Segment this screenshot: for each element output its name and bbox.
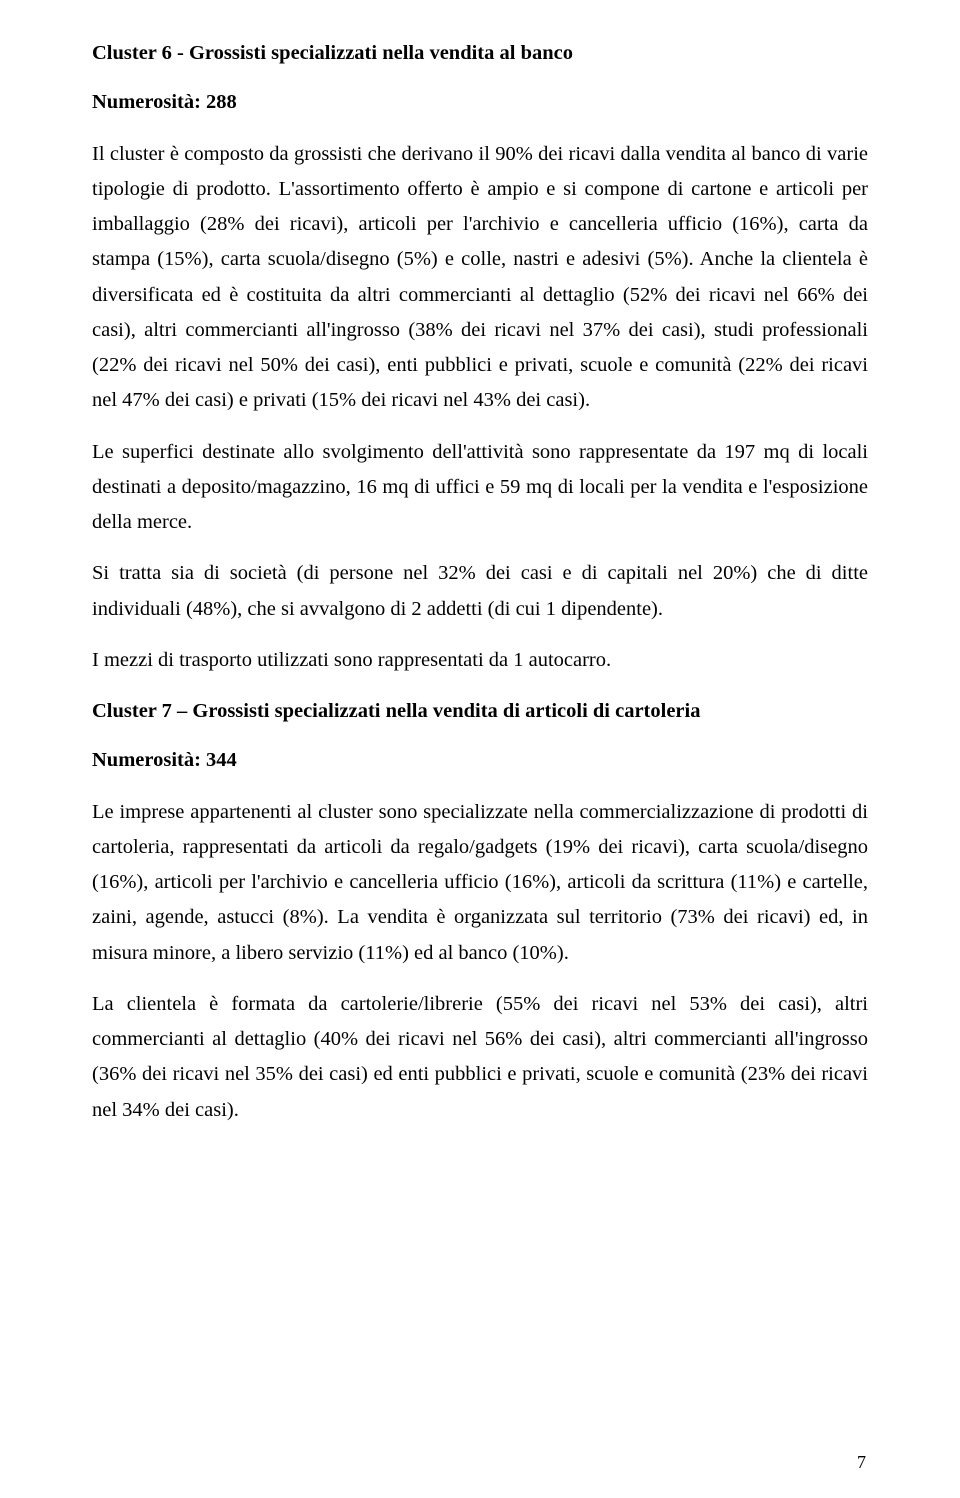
cluster6-p2: Le superfici destinate allo svolgimento … (92, 435, 868, 541)
cluster7-p1: Le imprese appartenenti al cluster sono … (92, 795, 868, 971)
cluster6-numerosita: Numerosità: 288 (92, 85, 868, 120)
cluster6-p1: Il cluster è composto da grossisti che d… (92, 137, 868, 419)
document-page: Cluster 6 - Grossisti specializzati nell… (0, 0, 960, 1498)
cluster6-p4: I mezzi di trasporto utilizzati sono rap… (92, 643, 868, 678)
cluster7-numerosita: Numerosità: 344 (92, 743, 868, 778)
cluster7-title: Cluster 7 – Grossisti specializzati nell… (92, 694, 868, 729)
page-number: 7 (857, 1447, 866, 1478)
cluster7-p2: La clientela è formata da cartolerie/lib… (92, 987, 868, 1128)
cluster6-p3: Si tratta sia di società (di persone nel… (92, 556, 868, 627)
cluster6-title: Cluster 6 - Grossisti specializzati nell… (92, 36, 868, 71)
